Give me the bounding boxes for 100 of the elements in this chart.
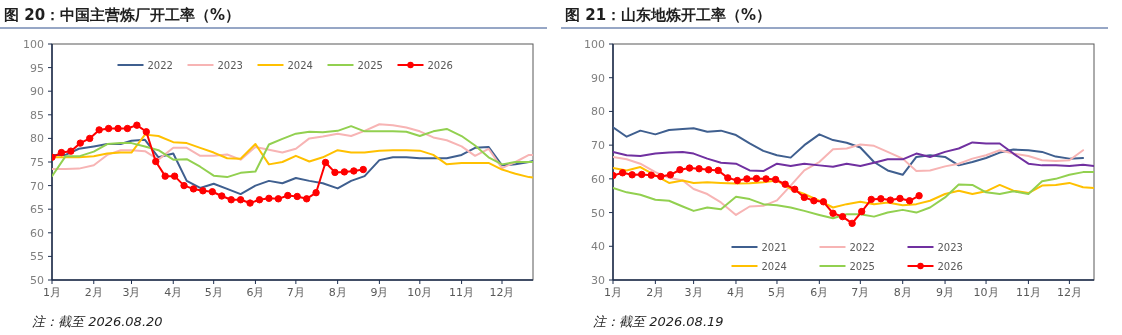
x-tick-label: 10月 (407, 286, 433, 299)
point (905, 197, 914, 205)
chart-title: 图 21：山东地炼开工率（%） (565, 6, 772, 24)
point (255, 196, 264, 204)
point (829, 209, 837, 217)
y-tick-label: 30 (591, 274, 605, 287)
x-tick-label: 12月 (1056, 286, 1082, 299)
x-tick-label: 7月 (286, 286, 305, 299)
x-tick-label: 8月 (328, 286, 347, 299)
text: 注：截至 2026.08.20 (32, 314, 163, 329)
point (848, 219, 856, 228)
chart-title: 图 20：中国主营炼厂开工率（%） (4, 6, 241, 24)
point (886, 196, 895, 204)
y-tick-label: 55 (30, 250, 44, 264)
y-tick-label: 100 (584, 38, 605, 51)
point (618, 169, 627, 177)
x-tick-label: 5月 (204, 286, 223, 299)
x-tick-label: 10月 (973, 286, 999, 299)
point (810, 197, 818, 205)
x-tick-label: 2月 (84, 286, 103, 299)
point (877, 195, 885, 203)
x-tick-label: 1月 (604, 286, 622, 299)
y-tick-label: 60 (591, 172, 605, 186)
point (274, 195, 283, 203)
y-tick-label: 95 (30, 61, 44, 75)
point (666, 171, 675, 179)
point (714, 166, 722, 175)
point (246, 199, 254, 207)
point (189, 185, 198, 193)
point (180, 181, 188, 190)
point (161, 172, 169, 180)
y-tick-label: 80 (591, 105, 605, 119)
x-tick-label: 4月 (164, 286, 183, 299)
point (104, 124, 113, 133)
point (781, 180, 789, 188)
point (838, 212, 847, 221)
point (218, 192, 226, 200)
y-tick-label: 90 (591, 71, 605, 85)
x-tick-label: 8月 (893, 286, 912, 299)
x-tick-label: 11月 (1015, 286, 1041, 299)
point (647, 171, 655, 179)
y-tick-label: 80 (30, 132, 44, 146)
point (133, 121, 141, 129)
x-tick-label: 5月 (767, 286, 786, 299)
point (199, 187, 207, 195)
x-tick-label: 6月 (810, 286, 829, 299)
legend-label: 2023 (217, 60, 243, 71)
x-tick-label: 2月 (646, 286, 665, 299)
point (302, 195, 311, 203)
point (676, 166, 684, 174)
y-tick-label: 40 (591, 240, 605, 254)
x-tick-label: 3月 (684, 286, 703, 299)
y-tick-label: 60 (30, 226, 44, 240)
x-tick-label: 9月 (936, 286, 955, 299)
point (57, 148, 66, 157)
legend-label: 2026 (427, 60, 453, 71)
point (95, 126, 103, 134)
legend-label: 2025 (849, 261, 875, 272)
y-tick-label: 75 (30, 156, 44, 169)
point (896, 194, 904, 203)
point (152, 157, 160, 166)
y-tick-label: 50 (30, 274, 44, 287)
point (762, 175, 770, 183)
point (208, 188, 217, 196)
y-tick-label: 65 (30, 203, 44, 217)
legend-label: 2026 (937, 261, 963, 272)
point (867, 195, 875, 204)
legend-label: 2021 (761, 242, 787, 253)
point (858, 207, 866, 216)
y-tick-label: 85 (30, 108, 44, 122)
point (638, 170, 646, 179)
y-tick-label: 50 (591, 206, 605, 220)
point (628, 171, 636, 179)
point (86, 134, 94, 143)
point (791, 185, 799, 194)
point (67, 147, 75, 155)
x-tick-label: 6月 (246, 286, 265, 299)
point (331, 168, 339, 177)
legend-label: 2024 (287, 60, 313, 71)
point (704, 166, 713, 174)
legend-label: 2022 (147, 60, 173, 71)
legend-label: 2024 (761, 261, 787, 272)
y-tick-label: 100 (23, 38, 44, 51)
point (236, 196, 245, 204)
point (114, 124, 122, 133)
point (752, 174, 761, 183)
point (915, 192, 923, 200)
x-tick-label: 4月 (726, 286, 745, 299)
x-tick-label: 12月 (489, 286, 515, 299)
point (170, 172, 179, 180)
point (227, 196, 235, 204)
y-tick-label: 70 (30, 179, 44, 193)
legend-label: 2022 (849, 242, 875, 253)
point (265, 194, 273, 203)
point (284, 191, 292, 200)
point (321, 158, 330, 167)
legend-label: 2023 (937, 242, 963, 253)
x-tick-label: 7月 (851, 286, 870, 299)
point (743, 175, 751, 183)
legend-label: 2025 (357, 60, 383, 71)
